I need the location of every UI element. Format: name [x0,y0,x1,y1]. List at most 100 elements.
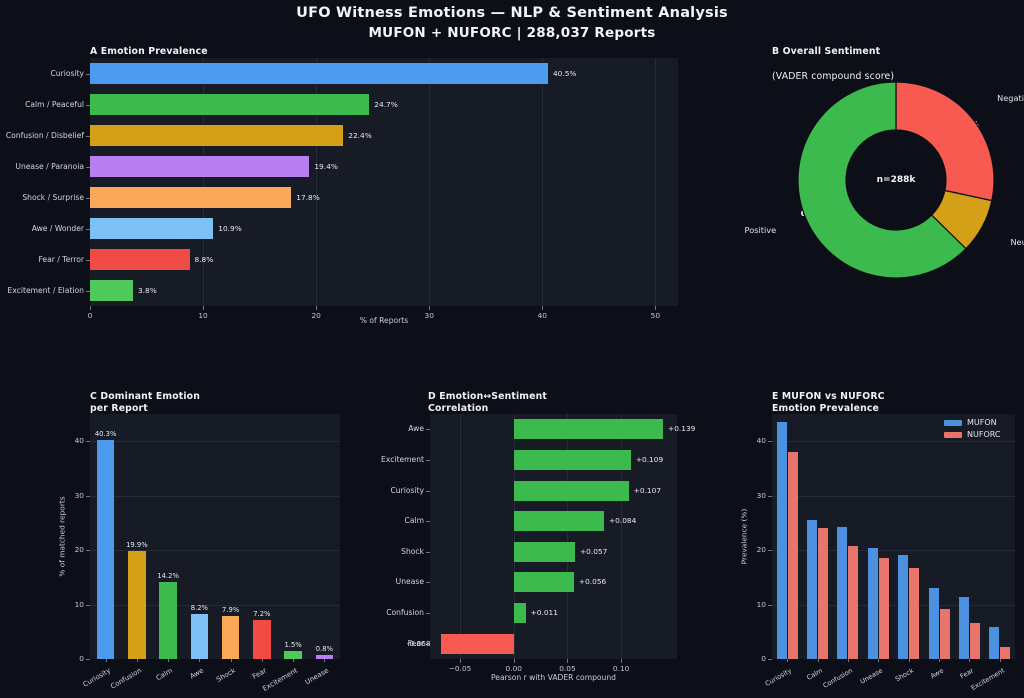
panel-e-bar [807,519,818,659]
panel-a-xtick-label: 40 [537,311,547,320]
panel-a-bar [90,280,133,301]
figure-title: UFO Witness Emotions — NLP & Sentiment A… [0,4,1024,42]
panel-c-bar [221,615,240,659]
panel-a-value-label: 3.8% [137,285,157,295]
panel-e-bar [958,597,969,659]
panel-e-tickmark [768,441,772,443]
panel-e-bar [837,526,848,659]
panel-e-legend-label: NUFORC [967,430,1001,439]
panel-c-gridline [90,441,340,443]
panel-d-title: D Emotion↔Sentiment Correlation [428,391,547,415]
panel-b-center-label: n=288k [876,175,916,185]
panel-a-ytickmark [86,290,90,292]
panel-a-ytickmark [86,197,90,199]
panel-c-value-label: 7.9% [221,605,240,614]
panel-a-value-label: 24.7% [374,99,398,109]
figure-title-line2: MUFON + NUFORC | 288,037 Reports [368,24,656,41]
panel-e-yaxis-label: Prevalence (%) [739,508,749,564]
panel-c-bar [128,550,146,659]
panel-a-category-label: Excitement / Elation [7,285,84,295]
panel-e-xtickmark [939,659,941,662]
panel-a-bar [90,218,214,239]
panel-e-legend-swatch [944,419,962,426]
panel-d-xaxis-label: Pearson r with VADER compound [490,673,616,682]
panel-d-tickmark [567,659,569,663]
panel-a-tickmark [316,306,318,310]
panel-d-bar [513,603,526,624]
panel-a-tickmark [203,306,205,310]
panel-e-legend-item: MUFON [944,418,1000,427]
panel-a-value-label: 19.4% [314,161,338,171]
panel-d-category-label: Calm [404,516,424,526]
panel-d-category-label: Curiosity [390,485,424,495]
panel-b-title-main: B Overall Sentiment [772,46,881,58]
panel-c-xtickmark [105,659,107,662]
panel-c-value-label: 8.2% [190,604,209,613]
panel-a-ytickmark [86,104,90,106]
panel-a-tickmark [90,306,91,310]
panel-e-xtickmark [999,659,1001,662]
panel-b-slice-label: Neutral [1010,236,1024,247]
panel-a-value-label: 10.9% [218,223,242,233]
panel-c-value-label: 7.2% [253,609,271,618]
panel-d-value-label: +0.056 [578,577,607,587]
panel-d-tickmark [621,659,623,663]
panel-e-tickmark [768,659,772,660]
panel-e-xtickmark [969,659,971,662]
panel-b-donut-hole: n=288k [846,130,946,230]
panel-d-xtick-label: 0.00 [505,664,522,673]
panel-a-gridline [655,58,657,306]
panel-e-xtickmark [878,659,880,662]
panel-e-ytick-label: 10 [756,599,766,609]
panel-c-value-label: 40.3% [94,429,117,438]
panel-a-gridline [429,58,431,306]
panel-b-subtitle: (VADER compound score) [772,70,895,82]
panel-a-category-label: Awe / Wonder [31,223,84,233]
panel-c-tickmark [86,550,90,552]
panel-b-title: B Overall Sentiment (VADER compound scor… [772,34,894,95]
panel-c-xtickmark [199,659,201,662]
panel-a-category-label: Confusion / Disbelief [5,130,84,140]
panel-e-xtickmark [787,659,789,662]
panel-e-xtickmark [817,659,819,662]
panel-e-bar [818,528,829,659]
panel-e-bar [867,547,878,659]
panel-d-bar [513,449,631,470]
panel-c-ytick-label: 40 [74,436,84,446]
panel-e-gridline [772,604,1015,606]
panel-d-category-label: Awe [408,424,424,434]
panel-d-value-label: +0.011 [530,608,558,618]
panel-a-bar [90,249,190,270]
panel-d-ytickmark [426,613,430,615]
panel-e-xtickmark [908,659,910,662]
panel-e-bar [1000,647,1011,659]
panel-e-ytick-label: 0 [761,654,766,663]
panel-d-bar [513,511,604,532]
panel-a-tickmark [542,306,544,310]
panel-e-legend-item: NUFORC [944,430,1000,439]
panel-d-ytickmark [426,582,430,584]
panel-c-bar [315,654,334,659]
panel-a-xtick-label: 0 [87,311,93,320]
panel-a-bar [90,187,292,208]
panel-e-bar [776,422,787,659]
panel-a-category-label: Curiosity [50,68,84,78]
panel-d-tickmark [460,659,462,663]
panel-d-bar [513,541,575,562]
panel-a-bar [90,156,310,177]
panel-d-bar [440,633,514,654]
panel-c-xtickmark [324,659,326,662]
panel-c-tickmark [86,659,90,660]
panel-e-bar [898,555,909,659]
panel-c-bar [96,439,115,659]
panel-c-ytick-label: 10 [74,599,84,609]
panel-e-ytick-label: 30 [756,490,766,500]
panel-c-value-label: 14.2% [157,571,179,580]
panel-d-value-label: +0.139 [668,424,696,434]
panel-c-xtickmark [168,659,170,662]
panel-a-ytickmark [86,73,90,75]
panel-d-category-label: Confusion [386,608,424,618]
panel-b-slice-value: 62.7% [800,208,830,219]
panel-a-bar [90,94,370,115]
panel-a-value-label: 40.5% [552,68,577,78]
